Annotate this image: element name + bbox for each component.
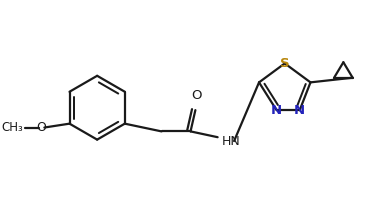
Text: CH₃: CH₃	[1, 121, 23, 134]
Text: S: S	[280, 57, 290, 70]
Text: O: O	[37, 121, 46, 134]
Text: O: O	[191, 89, 202, 102]
Text: HN: HN	[221, 135, 240, 148]
Text: N: N	[294, 104, 305, 117]
Text: N: N	[271, 104, 282, 117]
